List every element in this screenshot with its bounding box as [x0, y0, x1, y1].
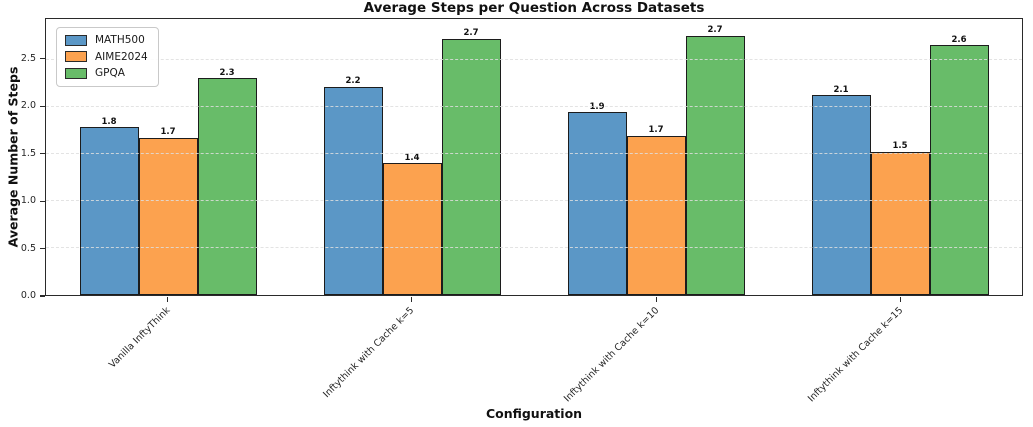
legend-label: GPQA: [95, 67, 125, 80]
bar-math500-2: [323, 86, 383, 295]
y-tick-label-2.0: 2.0: [20, 100, 36, 112]
plot-area: 1.8 1.7 2.3 2.2 1.4 2.7 1.9 1.7 2.7 2.1 1.5 2.6 MAT…: [45, 18, 1023, 296]
legend-label: MATH500: [95, 34, 145, 46]
bar-value-label: 1.5: [892, 141, 908, 152]
legend-swatch-aime2024: [65, 51, 87, 63]
y-tick-mark: [40, 295, 45, 297]
bar-wrap-gpqa: 2.6: [929, 19, 989, 295]
bar-value-label: 2.3: [219, 67, 235, 78]
bar-gpqa-3: [685, 35, 745, 295]
x-tick-mark: [900, 297, 902, 302]
y-tick-mark: [40, 105, 45, 107]
bar-math500-1: [79, 127, 139, 295]
bar-aime2024-3: [626, 135, 686, 295]
bar-group-2: 2.2 1.4 2.7: [290, 19, 534, 295]
bar-group-4: 2.1 1.5 2.6: [778, 19, 1022, 295]
x-tick-label-3: Inftythink with Cache k=10: [561, 305, 662, 405]
y-tick-mark: [40, 200, 45, 202]
bar-aime2024-1: [138, 137, 198, 295]
legend-item-math500: MATH500: [65, 34, 148, 47]
chart-title: Average Steps per Question Across Datase…: [363, 0, 705, 16]
bar-math500-4: [811, 95, 871, 295]
bar-gpqa-1: [197, 78, 257, 295]
bar-gpqa-2: [441, 38, 501, 295]
bar-groups-layer: 1.8 1.7 2.3 2.2 1.4 2.7 1.9 1.7 2.7 2.1 1.5 2.6: [46, 19, 1022, 295]
bar-value-label: 2.7: [707, 25, 723, 36]
legend-swatch-math500: [65, 34, 87, 46]
bar-group-1: 1.8 1.7 2.3: [46, 19, 290, 295]
legend: MATH500 AIME2024 GPQA: [56, 27, 159, 87]
y-tick-label-2.5: 2.5: [20, 52, 36, 64]
x-tick-mark: [411, 297, 413, 302]
y-tick-mark: [40, 58, 45, 60]
bar-aime2024-4: [870, 151, 930, 295]
bar-wrap-aime2024: 1.7: [138, 19, 198, 295]
bar-value-label: 2.7: [463, 28, 479, 39]
bar-group-3: 1.9 1.7 2.7: [534, 19, 778, 295]
y-tick-mark: [40, 247, 45, 250]
bar-wrap-aime2024: 1.5: [870, 19, 930, 295]
x-tick-mark: [166, 297, 168, 302]
bar-wrap-math500: 1.8: [79, 19, 139, 295]
bar-wrap-gpqa: 2.3: [197, 19, 257, 295]
bar-aime2024-2: [382, 163, 442, 295]
bar-wrap-math500: 2.1: [811, 19, 871, 295]
bar-math500-3: [567, 112, 627, 295]
bar-value-label: 2.6: [951, 34, 967, 45]
bar-gpqa-4: [929, 45, 989, 295]
y-tick-label-0.0: 0.0: [20, 290, 36, 301]
x-tick-mark: [655, 297, 657, 302]
y-tick-label-0.5: 0.5: [20, 242, 36, 254]
bar-wrap-gpqa: 2.7: [685, 19, 745, 295]
bar-wrap-aime2024: 1.4: [382, 19, 442, 295]
bar-wrap-math500: 2.2: [323, 19, 383, 295]
bar-value-label: 1.4: [404, 152, 420, 163]
legend-item-aime2024: AIME2024: [65, 51, 148, 64]
x-axis-label: Configuration: [485, 406, 583, 421]
bar-wrap-gpqa: 2.7: [441, 19, 501, 295]
x-tick-label-2: Inftythink with Cache k=5: [321, 305, 417, 401]
legend-item-gpqa: GPQA: [65, 67, 148, 80]
y-tick-label-1.5: 1.5: [20, 147, 36, 159]
bar-value-label: 2.2: [345, 76, 361, 87]
legend-swatch-gpqa: [65, 67, 87, 79]
bar-value-label: 1.9: [589, 101, 605, 112]
bar-wrap-math500: 1.9: [567, 19, 627, 295]
bar-value-label: 1.7: [160, 127, 176, 138]
x-tick-label-4: Inftythink with Cache k=15: [806, 305, 906, 405]
x-tick-label-1: Vanilla InftyThink: [106, 305, 173, 371]
bar-value-label: 1.8: [101, 116, 117, 127]
bar-wrap-aime2024: 1.7: [626, 19, 686, 295]
bar-value-label: 1.7: [648, 125, 664, 136]
y-tick-mark: [40, 153, 45, 155]
bar-value-label: 2.1: [833, 84, 849, 95]
y-tick-label-1.0: 1.0: [20, 195, 36, 207]
legend-label: AIME2024: [95, 50, 148, 63]
